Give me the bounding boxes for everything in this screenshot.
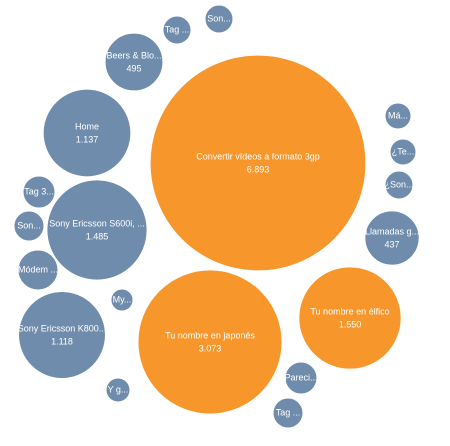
bubble (18, 291, 106, 379)
bubble-label: Tu nombre en élfico (310, 306, 389, 316)
bubble (17, 249, 59, 291)
bubble (110, 288, 134, 312)
bubble (13, 210, 45, 242)
bubble (137, 269, 283, 415)
bubble-label: My... (113, 294, 132, 304)
bubble (284, 361, 318, 395)
bubble (272, 397, 304, 429)
bubble-label: Módem ... (18, 264, 58, 274)
bubble (104, 32, 164, 92)
bubble (22, 175, 56, 209)
bubble-label: ¿Te... (392, 146, 415, 156)
bubble-label: Home (75, 121, 99, 131)
bubble (105, 377, 131, 403)
bubble (204, 4, 234, 34)
bubble-label: Má... (388, 110, 408, 120)
bubble (364, 210, 420, 266)
bubble-label: Son... (17, 220, 41, 230)
bubble-label: Llamadas g... (365, 226, 419, 236)
bubble (298, 266, 402, 370)
bubble-label: ¿Son... (384, 179, 413, 189)
bubble (46, 179, 148, 281)
value-label: 1.137 (76, 134, 99, 144)
bubble (389, 138, 417, 166)
value-label: 437 (384, 239, 399, 249)
bubble-label: Sony Ericsson K800... (18, 323, 107, 333)
bubble-label: Tag ... (276, 407, 301, 417)
bubble-label: Y g... (108, 384, 129, 394)
bubble-label: Convertir vídeos a formato 3gp (196, 151, 320, 161)
value-label: 3.073 (199, 343, 222, 353)
bubble (42, 88, 132, 178)
value-label: 6.893 (247, 164, 270, 174)
value-label: 495 (126, 63, 141, 73)
bubble-label: Tu nombre en japonés (165, 330, 255, 340)
value-label: 1.485 (86, 231, 109, 241)
value-label: 1.550 (339, 319, 362, 329)
bubble-label: Son... (207, 13, 231, 23)
bubble (162, 15, 192, 45)
value-label: 1.118 (51, 336, 73, 346)
bubble (384, 102, 412, 130)
bubble (384, 170, 414, 200)
bubble-label: Beers & Blo... (106, 50, 161, 60)
bubble (149, 54, 367, 272)
bubble-label: Pareci... (284, 372, 317, 382)
bubble-label: Tag 3... (24, 186, 54, 196)
bubble-label: Tag ... (165, 24, 190, 34)
bubble-label: Sony Ericsson S600i, ... (49, 218, 145, 228)
